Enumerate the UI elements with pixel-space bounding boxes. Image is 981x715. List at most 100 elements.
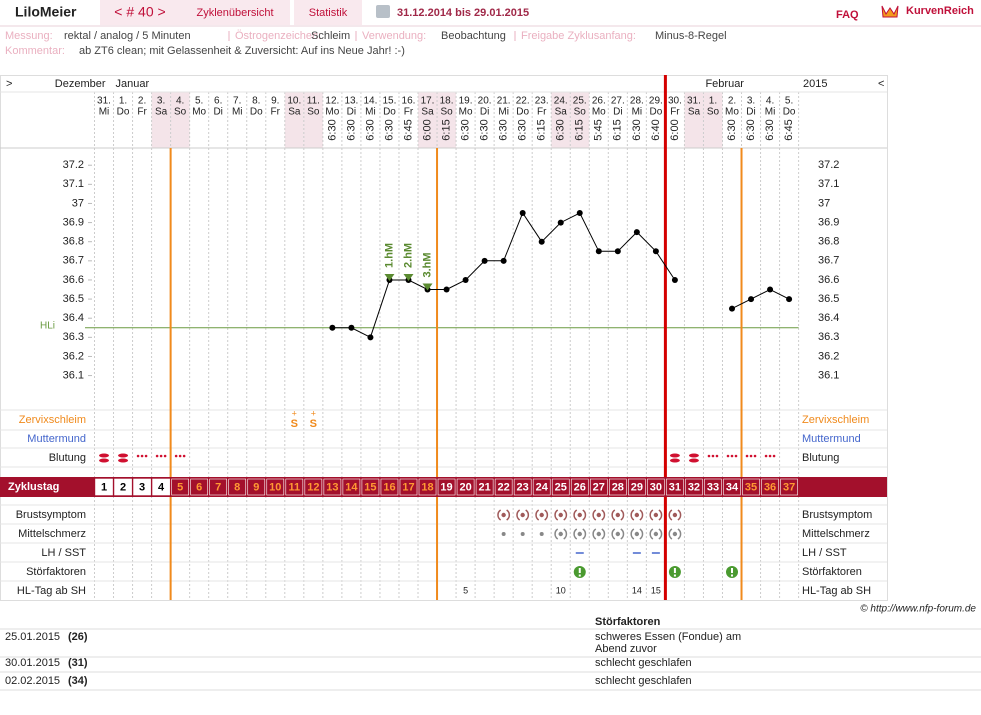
weekday: Fr [537, 107, 547, 118]
time: 6:15 [440, 119, 452, 140]
nav-prev[interactable]: > [6, 78, 12, 90]
y-tick-label-right: 36.2 [818, 350, 839, 362]
weekday: Di [213, 107, 222, 118]
faq-link[interactable]: FAQ [836, 9, 859, 21]
symptom-dot [634, 512, 640, 518]
info-value: Schleim [311, 30, 350, 42]
cycle-cell [609, 478, 627, 496]
tab [180, 0, 290, 25]
symptom-icon [668, 528, 682, 540]
weekday: Fr [404, 107, 414, 118]
day-number: 23. [535, 96, 549, 107]
weekend-shade [303, 92, 323, 148]
weekday: Mo [459, 107, 473, 118]
cycle-day: 17 [402, 481, 414, 493]
cycle-day: 11 [288, 481, 300, 493]
time: 6:00 [421, 119, 433, 140]
cycle-day: 25 [555, 481, 567, 493]
cycle-day: 13 [326, 481, 338, 493]
day-number: 5. [785, 96, 793, 107]
row-date: 02.02.2015 [5, 675, 61, 687]
cycle-day: 21 [478, 481, 490, 493]
weekday: Di [613, 107, 622, 118]
day-number: 28. [630, 96, 644, 107]
bleeding-light [753, 454, 757, 458]
cycle-cell [380, 478, 399, 496]
print-icon[interactable] [376, 5, 390, 18]
weekday: Do [783, 107, 796, 118]
day-number: 4. [766, 96, 774, 107]
day-number: 30. [668, 96, 682, 107]
weekday: Sa [288, 107, 301, 118]
bleeding-heavy [669, 458, 680, 463]
bleeding-heavy [118, 453, 129, 458]
row-label-right: Mittelschmerz [802, 528, 870, 540]
weekday: Do [516, 107, 529, 118]
symptom-dot [596, 531, 601, 537]
cycle-day: 6 [196, 481, 202, 493]
cycle-cell [589, 478, 608, 496]
row-label: Zervixschleim [19, 414, 86, 426]
day-number: 15. [383, 96, 397, 107]
cycle-nav[interactable]: < # 40 > [114, 4, 165, 20]
bleeding-light [140, 454, 144, 458]
cycle-cell [551, 478, 570, 496]
symptom-dot [596, 512, 601, 518]
symptom-dot [672, 531, 678, 537]
logo-text: KurvenReich [906, 5, 974, 17]
time: 6:30 [326, 119, 338, 140]
tab-stats[interactable]: Statistik [309, 7, 348, 19]
weekend-shade [418, 92, 438, 148]
cycle-day: 7 [215, 481, 221, 493]
bleeding-heavy [669, 453, 680, 458]
cycle-cell [704, 478, 722, 496]
cycle-cell [723, 478, 741, 496]
day-number: 9. [271, 96, 279, 107]
weekday: Di [480, 107, 489, 118]
weekday: So [574, 107, 587, 118]
time: 6:30 [555, 119, 567, 140]
y-tick-label-right: 36.3 [818, 331, 839, 343]
cycle-day: 2 [120, 481, 126, 493]
y-tick-label-right: 36.9 [818, 216, 839, 228]
time: 6:30 [345, 119, 357, 140]
bleeding-heavy [118, 458, 129, 463]
bleeding-light [163, 454, 167, 458]
nav-next[interactable]: < [878, 78, 884, 90]
info-value: rektal / analog / 5 Minuten [64, 30, 191, 42]
row-label-right: LH / SST [802, 547, 847, 559]
weekday: Fr [271, 107, 281, 118]
day-number: 27. [611, 96, 625, 107]
day-number: 13. [344, 96, 358, 107]
day-number: 31. [97, 96, 111, 107]
mucus-symbol: S [310, 418, 317, 430]
weekend-shade [170, 92, 190, 148]
info-value: Minus-8-Regel [655, 30, 727, 42]
row-label: Muttermund [27, 433, 86, 445]
symptom-dot [577, 531, 582, 537]
info-label: Freigabe Zyklusanfang: [521, 30, 636, 42]
day-number: 20. [478, 96, 492, 107]
cycle-cell [666, 478, 684, 496]
peak-label: 1.hM [383, 243, 395, 268]
cycle-day: 4 [158, 481, 165, 493]
day-number: 7. [233, 96, 241, 107]
disturbance-mark [731, 574, 734, 577]
row-label: LH / SST [41, 547, 86, 559]
comment-value: ab ZT6 clean; mit Gelassenheit & Zuversi… [79, 45, 405, 57]
cycle-day: 34 [726, 481, 739, 493]
temperature-point [500, 257, 507, 264]
mucus-symbol: S [291, 418, 298, 430]
cycle-cell [761, 478, 779, 496]
time: 6:40 [650, 119, 662, 140]
symptom-icon [630, 509, 644, 521]
temperature-point [595, 248, 602, 255]
time: 6:15 [612, 119, 624, 140]
temperature-point [576, 210, 583, 217]
cycle-cell [418, 478, 437, 496]
tab-overview[interactable]: Zyklenübersicht [196, 7, 273, 19]
weekday: So [307, 107, 320, 118]
row-day: (31) [68, 657, 88, 669]
day-number: 19. [459, 96, 473, 107]
